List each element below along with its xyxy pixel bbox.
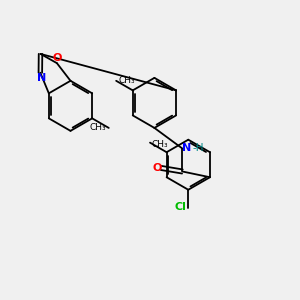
Text: CH₃: CH₃ (152, 140, 168, 148)
Text: CH₃: CH₃ (118, 76, 135, 85)
Text: N: N (182, 143, 192, 153)
Text: O: O (52, 53, 62, 63)
Text: -H: -H (193, 143, 204, 153)
Text: O: O (152, 163, 161, 173)
Text: Cl: Cl (175, 202, 187, 212)
Text: N: N (37, 73, 46, 83)
Text: CH₃: CH₃ (90, 123, 106, 132)
